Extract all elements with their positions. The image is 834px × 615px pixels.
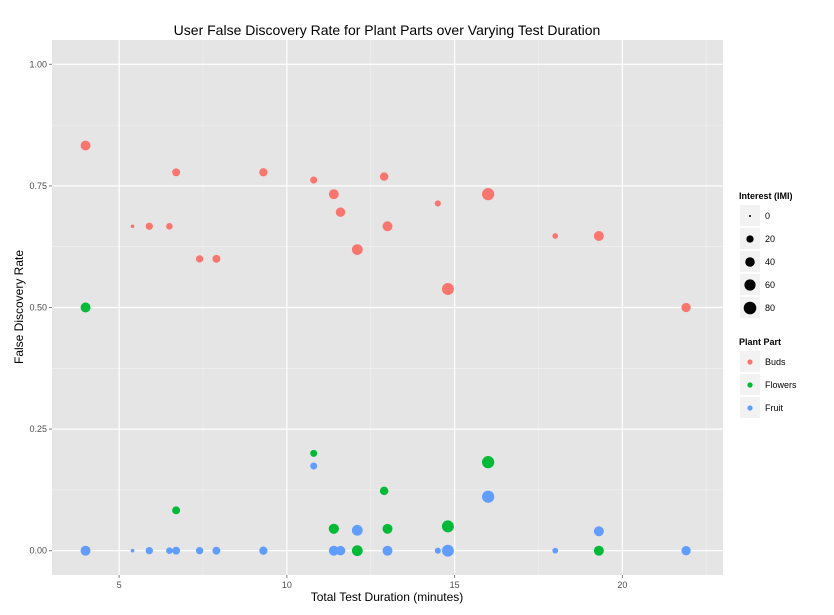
data-point-fruit — [212, 546, 221, 555]
data-point-buds — [382, 221, 393, 232]
data-points — [80, 140, 691, 557]
data-point-fruit — [335, 545, 346, 556]
data-point-fruit — [482, 490, 495, 503]
size-legend-label: 80 — [765, 303, 775, 313]
data-point-fruit — [552, 547, 559, 554]
size-legend-symbol — [745, 257, 755, 267]
data-point-fruit — [145, 547, 153, 555]
data-point-flowers — [80, 302, 91, 313]
grid-lines — [52, 40, 723, 575]
data-point-fruit — [681, 546, 691, 556]
axes: 5 10 15 20 0.00 0.25 0.50 0.75 1.00 — [29, 59, 627, 590]
data-point-buds — [482, 188, 495, 201]
data-point-buds — [310, 176, 318, 184]
data-point-buds — [212, 254, 221, 263]
data-point-flowers — [482, 456, 495, 469]
data-point-fruit — [80, 545, 91, 556]
y-axis-title: False Discovery Rate — [12, 250, 26, 364]
data-point-fruit — [130, 548, 135, 553]
data-point-buds — [328, 189, 339, 200]
data-point-fruit — [382, 545, 393, 556]
data-point-flowers — [379, 486, 389, 496]
color-legend-label: Flowers — [765, 380, 797, 390]
y-tick-label: 1.00 — [29, 59, 47, 69]
data-point-fruit — [328, 545, 339, 556]
size-legend-symbol — [743, 301, 757, 315]
y-tick-label: 0.00 — [29, 546, 47, 556]
data-point-buds — [552, 233, 559, 239]
data-point-fruit — [166, 547, 173, 554]
chart-title: User False Discovery Rate for Plant Part… — [174, 22, 601, 38]
color-legend-label: Buds — [765, 357, 786, 367]
x-axis-title: Total Test Duration (minutes) — [311, 590, 464, 604]
legend: Interest (IMI) 0 20 40 60 80 Plant Part Buds Flo… — [739, 191, 797, 418]
data-point-fruit — [434, 547, 441, 554]
data-point-buds — [259, 168, 268, 177]
data-point-flowers — [441, 520, 454, 533]
size-legend-label: 20 — [765, 234, 775, 244]
size-legend-symbol — [744, 279, 756, 291]
data-point-buds — [441, 283, 454, 295]
x-tick-label: 5 — [117, 580, 122, 590]
data-point-fruit — [593, 526, 604, 537]
size-legend-label: 40 — [765, 257, 775, 267]
data-point-buds — [335, 207, 346, 217]
data-point-buds — [593, 231, 604, 241]
data-point-fruit — [259, 546, 268, 555]
size-legend-symbol — [746, 235, 754, 243]
data-point-flowers — [328, 523, 339, 534]
data-point-flowers — [351, 545, 363, 557]
data-point-buds — [351, 244, 363, 256]
data-point-buds — [434, 200, 441, 207]
x-tick-label: 10 — [282, 580, 292, 590]
data-point-buds — [130, 224, 135, 229]
data-point-buds — [195, 255, 204, 263]
x-tick-label: 15 — [450, 580, 460, 590]
data-point-buds — [379, 172, 389, 181]
data-point-fruit — [351, 524, 363, 536]
size-legend-symbol — [749, 215, 751, 217]
color-legend-label: Fruit — [765, 403, 783, 413]
data-point-fruit — [441, 544, 454, 557]
data-point-buds — [681, 302, 691, 313]
color-legend-symbol-buds — [747, 359, 753, 365]
color-legend-symbol-fruit — [747, 405, 753, 411]
size-legend-label: 60 — [765, 280, 775, 290]
color-legend-title: Plant Part — [739, 337, 781, 347]
y-tick-label: 0.50 — [29, 303, 47, 313]
data-point-buds — [145, 222, 153, 230]
size-legend-label: 0 — [765, 211, 770, 221]
y-tick-label: 0.25 — [29, 424, 47, 434]
data-point-flowers — [172, 506, 181, 515]
color-legend-symbol-flowers — [747, 382, 753, 388]
data-point-flowers — [310, 449, 318, 457]
data-point-buds — [172, 168, 181, 177]
data-point-fruit — [310, 462, 318, 470]
data-point-flowers — [593, 545, 604, 556]
data-point-buds — [80, 140, 91, 151]
data-point-buds — [166, 222, 173, 230]
data-point-flowers — [382, 523, 393, 534]
size-legend-title: Interest (IMI) — [739, 191, 793, 201]
x-tick-label: 20 — [617, 580, 627, 590]
data-point-fruit — [172, 546, 181, 555]
y-tick-label: 0.75 — [29, 181, 47, 191]
data-point-fruit — [195, 547, 204, 555]
